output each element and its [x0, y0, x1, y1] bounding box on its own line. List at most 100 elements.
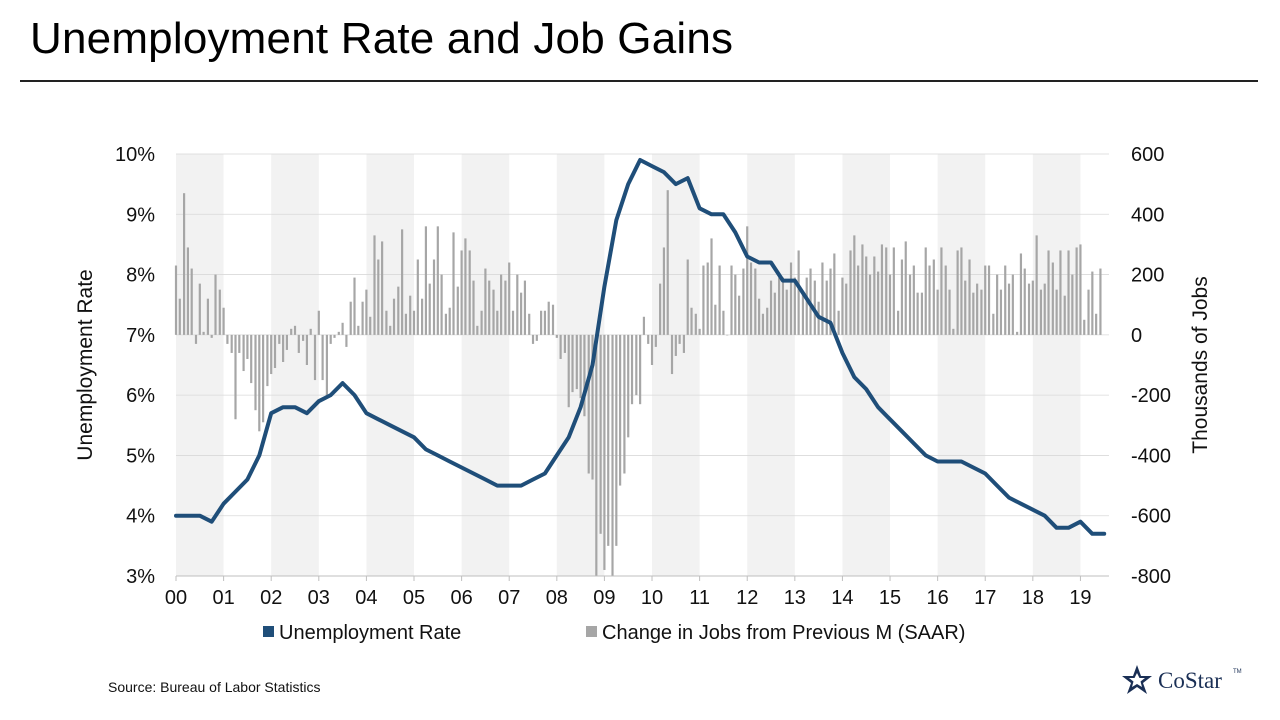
x-tick-label: 04	[355, 587, 377, 609]
jobs-bar	[551, 304, 555, 335]
jobs-bar	[758, 298, 761, 335]
jobs-bar	[543, 310, 547, 335]
jobs-bar	[282, 334, 285, 362]
jobs-bar	[385, 310, 388, 335]
unemployment-rate-line	[174, 158, 1107, 536]
year-band	[271, 154, 319, 576]
costar-logo: CoStar TM	[1120, 663, 1270, 699]
jobs-bar	[674, 334, 677, 356]
jobs-bar	[706, 262, 709, 335]
jobs-bar	[861, 244, 864, 335]
jobs-bar	[266, 334, 269, 387]
y-left-axis-title: Unemployment Rate	[74, 269, 97, 460]
jobs-bar	[563, 334, 566, 353]
jobs-bar	[647, 334, 650, 344]
jobs-bar	[849, 250, 852, 335]
page-title: Unemployment Rate and Job Gains	[30, 14, 734, 63]
jobs-bar	[222, 307, 225, 335]
y-left-tick-label: 4%	[126, 506, 155, 528]
legend-label-unemployment-rate: Unemployment Rate	[279, 622, 462, 644]
jobs-bar	[940, 247, 943, 335]
jobs-bar	[377, 259, 380, 335]
x-tick-label: 03	[308, 587, 330, 609]
jobs-bar	[504, 280, 507, 335]
jobs-bar	[992, 313, 995, 335]
x-tick-label: 13	[784, 587, 806, 609]
jobs-bar	[599, 334, 602, 534]
jobs-bar	[912, 265, 915, 335]
jobs-bar	[603, 334, 606, 570]
jobs-bar	[575, 334, 578, 390]
jobs-bar	[932, 259, 935, 335]
jobs-bar	[619, 334, 622, 486]
jobs-bar	[1043, 283, 1046, 335]
jobs-bar	[885, 247, 888, 335]
jobs-bar	[785, 289, 788, 335]
jobs-bar	[825, 280, 828, 335]
jobs-bar	[892, 247, 895, 335]
jobs-bar	[654, 334, 657, 347]
legend-swatch-line	[263, 626, 274, 638]
jobs-bar	[357, 325, 360, 335]
jobs-bar	[1071, 274, 1074, 335]
jobs-bar	[373, 235, 376, 335]
jobs-bar	[278, 334, 281, 344]
source-note: Source: Bureau of Labor Statistics	[108, 679, 321, 695]
x-tick-label: 17	[974, 587, 996, 609]
jobs-bar	[793, 277, 796, 335]
jobs-bar	[365, 289, 368, 335]
jobs-bar	[468, 250, 471, 335]
jobs-bar	[293, 325, 297, 335]
jobs-bar	[754, 268, 757, 335]
jobs-bar	[1067, 250, 1070, 335]
jobs-bar	[829, 268, 832, 335]
jobs-bar	[845, 283, 848, 335]
jobs-bar	[841, 277, 844, 335]
legend-label-change-in-jobs: Change in Jobs from Previous M (SAAR)	[602, 622, 966, 644]
jobs-bar	[218, 289, 221, 335]
jobs-bar	[226, 334, 229, 344]
jobs-bar	[987, 265, 991, 335]
jobs-bar	[897, 310, 900, 335]
jobs-bar	[472, 280, 475, 335]
y-right-tick-label: -200	[1131, 385, 1171, 407]
jobs-bar	[1095, 313, 1098, 335]
jobs-bar	[392, 298, 396, 335]
x-tick-label: 05	[403, 587, 425, 609]
x-tick-label: 09	[593, 587, 615, 609]
x-tick-label: 07	[498, 587, 520, 609]
costar-star-icon	[1122, 665, 1152, 694]
jobs-bar	[305, 334, 308, 365]
jobs-bar	[452, 232, 455, 335]
jobs-bar	[270, 334, 273, 375]
jobs-bar	[738, 295, 741, 335]
jobs-bar	[1051, 262, 1054, 335]
jobs-bar	[642, 316, 646, 335]
jobs-bar	[734, 274, 737, 335]
y-left-tick-label: 8%	[126, 265, 155, 287]
jobs-bar	[238, 334, 241, 353]
jobs-bar	[412, 310, 416, 335]
jobs-bar	[1055, 289, 1058, 335]
year-band	[461, 154, 510, 576]
y-right-tick-label: 600	[1131, 144, 1164, 166]
jobs-bar	[559, 334, 562, 359]
year-band	[1032, 154, 1081, 576]
jobs-bar	[381, 241, 384, 335]
jobs-bar	[409, 295, 412, 335]
jobs-bar	[464, 238, 467, 335]
jobs-bar	[353, 277, 356, 335]
jobs-bar	[313, 334, 317, 381]
jobs-bar	[873, 256, 876, 335]
jobs-bar	[666, 190, 669, 335]
jobs-bar	[722, 310, 725, 335]
jobs-bar	[773, 292, 776, 335]
year-band	[937, 154, 986, 576]
jobs-bar	[928, 265, 931, 335]
jobs-bar	[349, 301, 352, 335]
jobs-bar	[718, 265, 721, 335]
jobs-bar	[571, 334, 574, 393]
jobs-bar	[285, 334, 289, 350]
jobs-bar	[1011, 274, 1014, 335]
